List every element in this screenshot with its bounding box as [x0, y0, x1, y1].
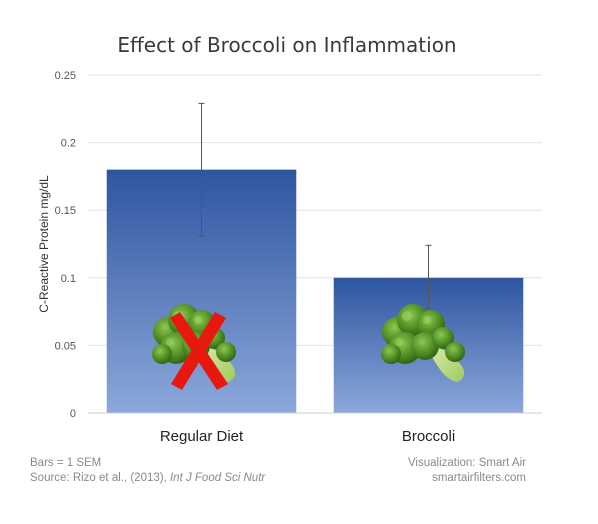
source-prefix: Source: Rizo et al., (2013), [30, 472, 170, 484]
source-citation: Source: Rizo et al., (2013), Int J Food … [30, 472, 266, 484]
y-tick-label: 0.1 [61, 273, 76, 285]
y-tick-label: 0.2 [61, 138, 76, 150]
bars-note: Bars = 1 SEM [30, 457, 101, 469]
error-bars [198, 102, 432, 310]
source-journal: Int J Food Sci Nutr [170, 472, 266, 484]
red-x-mark-icon [170, 312, 228, 390]
y-tick-label: 0 [70, 408, 76, 420]
y-tick-label: 0.25 [55, 70, 76, 82]
y-axis-label: C-Reactive Protein mg/dL [37, 175, 51, 313]
chart-title: Effect of Broccoli on Inflammation [117, 33, 456, 57]
website-credit: smartairfilters.com [432, 472, 526, 484]
y-axis-ticks: 0 0.05 0.1 0.15 0.2 0.25 [55, 70, 76, 420]
y-tick-label: 0.15 [55, 205, 76, 217]
visualization-credit: Visualization: Smart Air [408, 457, 526, 469]
x-category-label: Broccoli [402, 428, 455, 445]
x-category-label: Regular Diet [160, 428, 244, 445]
x-axis-labels: Regular Diet Broccoli [160, 428, 455, 445]
y-tick-label: 0.05 [55, 340, 76, 352]
